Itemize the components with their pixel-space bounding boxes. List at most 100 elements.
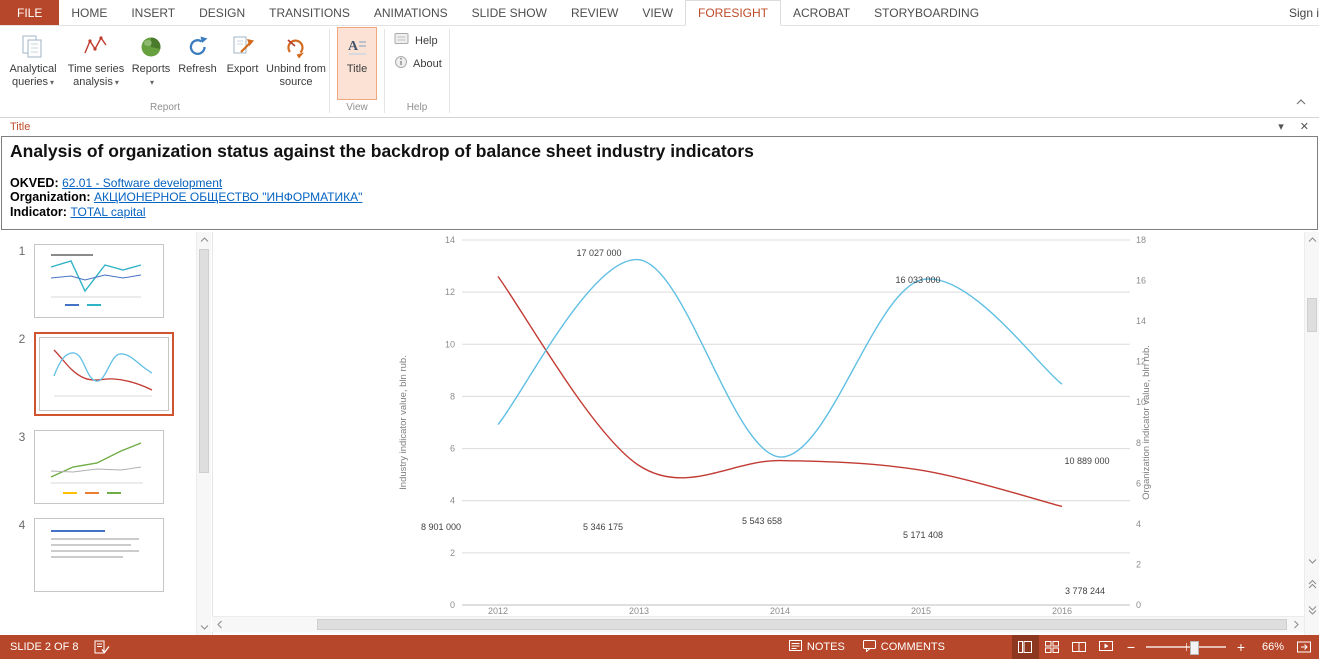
svg-text:10 889 000: 10 889 000 [1064, 456, 1109, 466]
normal-view-button[interactable] [1011, 635, 1039, 659]
zoom-out-button[interactable]: − [1126, 639, 1136, 655]
indicator-link[interactable]: TOTAL capital [70, 204, 146, 219]
svg-text:4: 4 [450, 496, 455, 506]
tab-review[interactable]: REVIEW [570, 5, 619, 20]
notes-icon [788, 640, 802, 654]
organization-label: Organization: [10, 190, 91, 205]
svg-text:8 901 000: 8 901 000 [421, 522, 461, 532]
tab-file[interactable]: FILE [0, 0, 60, 25]
tab-view[interactable]: VIEW [642, 5, 673, 20]
tab-design[interactable]: DESIGN [199, 5, 246, 20]
notes-button[interactable]: NOTES [780, 635, 854, 659]
analytical-queries-icon [18, 31, 48, 63]
svg-text:2016: 2016 [1052, 606, 1072, 616]
organization-field: Organization: АКЦИОНЕРНОЕ ОБЩЕСТВО "ИНФО… [10, 190, 1309, 204]
horizontal-scrollbar-thumb[interactable] [317, 619, 1287, 630]
sign-in-link[interactable]: Sign i [1288, 5, 1319, 20]
svg-text:16 033 000: 16 033 000 [895, 275, 940, 285]
svg-text:17 027 000: 17 027 000 [576, 248, 621, 258]
reports-button[interactable]: Reports ▾ [128, 27, 174, 101]
svg-text:Industry indicator value, bln: Industry indicator value, bln rub. [398, 355, 409, 490]
zoom-slider-thumb[interactable] [1190, 641, 1200, 655]
tab-slide-show[interactable]: SLIDE SHOW [471, 5, 547, 20]
thumbnails-scrollbar[interactable] [196, 232, 211, 635]
slide-editor: 0 2 4 6 8 10 12 14 0 2 4 6 8 10 12 14 16 18 2012 2013 2014 20… [212, 232, 1304, 635]
scroll-down-arrow-icon[interactable] [197, 620, 211, 635]
editor-horizontal-scrollbar[interactable] [212, 616, 1304, 632]
next-slide-button[interactable] [1305, 598, 1319, 622]
tab-insert[interactable]: INSERT [131, 5, 176, 20]
comments-button[interactable]: COMMENTS [854, 635, 954, 659]
thumbnails-scrollbar-thumb[interactable] [199, 249, 209, 473]
ribbon-group-help: Help About Help [386, 27, 448, 116]
ribbon: Analytical queries ▾ Time series analysis… [0, 26, 1319, 118]
slide-sorter-view-button[interactable] [1039, 635, 1066, 659]
reports-icon [137, 31, 165, 63]
svg-text:2015: 2015 [911, 606, 931, 616]
help-button[interactable]: Help [394, 31, 442, 50]
organization-link[interactable]: АКЦИОНЕРНОЕ ОБЩЕСТВО "ИНФОРМАТИКА" [94, 190, 363, 205]
zoom-percentage[interactable]: 66% [1261, 641, 1284, 653]
time-series-label: Time series analysis [67, 63, 125, 88]
svg-text:14: 14 [1136, 316, 1146, 326]
comments-icon [862, 639, 876, 655]
tab-acrobat[interactable]: ACROBAT [793, 5, 851, 20]
tab-home[interactable]: HOME [71, 5, 108, 20]
ribbon-tab-bar: FILE HOME INSERT DESIGN TRANSITIONS ANIM… [0, 0, 1319, 26]
collapse-ribbon-icon[interactable] [1292, 90, 1310, 112]
export-icon [229, 31, 257, 63]
export-button[interactable]: Export [221, 27, 264, 101]
fit-slide-to-window-button[interactable] [1293, 641, 1319, 653]
scroll-up-arrow-icon[interactable] [1305, 232, 1319, 247]
title-pane-header: Title [10, 121, 31, 133]
tab-animations[interactable]: ANIMATIONS [373, 5, 448, 20]
slide-thumbnail-2-selected[interactable]: 2 [10, 332, 196, 416]
chart-object[interactable]: 0 2 4 6 8 10 12 14 0 2 4 6 8 10 12 14 16 18 2012 2013 2014 20… [396, 234, 1171, 631]
indicator-label: Indicator: [10, 204, 67, 219]
svg-text:2: 2 [1136, 559, 1141, 569]
tab-storyboarding[interactable]: STORYBOARDING [874, 5, 980, 20]
editor-scrollbar-thumb[interactable] [1307, 298, 1317, 332]
scroll-left-arrow-icon[interactable] [212, 617, 227, 632]
slide-thumbnail-4[interactable]: 4 [10, 518, 196, 592]
unbind-from-source-button[interactable]: Unbind from source [264, 27, 328, 101]
pane-close-icon[interactable]: ✕ [1299, 120, 1309, 133]
workspace: 1 2 3 4 [0, 232, 1319, 635]
slide-number: 2 [18, 332, 26, 346]
scroll-down-arrow-icon[interactable] [1305, 554, 1319, 569]
editor-vertical-scrollbar[interactable] [1304, 232, 1319, 635]
scroll-right-arrow-icon[interactable] [1289, 617, 1304, 632]
okved-label: OKVED: [10, 176, 59, 190]
tab-foresight[interactable]: FORESIGHT [684, 0, 781, 26]
tab-transitions[interactable]: TRANSITIONS [269, 5, 350, 20]
slide-thumbnail-1[interactable]: 1 [10, 244, 196, 318]
svg-text:5 346 175: 5 346 175 [583, 522, 623, 532]
spellcheck-icon[interactable] [94, 640, 111, 654]
title-icon: A [345, 31, 369, 63]
about-button[interactable]: About [394, 54, 442, 73]
okved-link[interactable]: 62.01 - Software development [62, 176, 223, 190]
zoom-slider[interactable] [1142, 635, 1230, 659]
svg-text:10: 10 [445, 339, 455, 349]
selected-slide-border [34, 332, 174, 416]
reading-view-button[interactable] [1066, 635, 1093, 659]
notes-label: NOTES [806, 641, 845, 653]
zoom-in-button[interactable]: + [1236, 639, 1246, 655]
refresh-icon [184, 31, 212, 63]
previous-slide-button[interactable] [1305, 572, 1319, 596]
time-series-analysis-button[interactable]: Time series analysis ▾ [64, 27, 128, 101]
scroll-up-arrow-icon[interactable] [197, 232, 211, 247]
ribbon-group-separator [329, 29, 330, 113]
slide-thumbnail-3[interactable]: 3 [10, 430, 196, 504]
export-label: Export [226, 63, 259, 75]
slideshow-view-button[interactable] [1093, 635, 1120, 659]
pane-options-chevron-icon[interactable]: ▾ [1278, 120, 1284, 133]
analytical-queries-button[interactable]: Analytical queries ▾ [2, 27, 64, 101]
reports-label: Reports [131, 63, 171, 75]
refresh-button[interactable]: Refresh [174, 27, 221, 101]
unbind-icon [282, 31, 310, 63]
svg-text:5 543 658: 5 543 658 [742, 516, 782, 526]
analytical-queries-label: Analytical queries [9, 63, 57, 88]
title-toggle-button[interactable]: A Title [337, 27, 377, 100]
title-label: Title [346, 63, 368, 75]
